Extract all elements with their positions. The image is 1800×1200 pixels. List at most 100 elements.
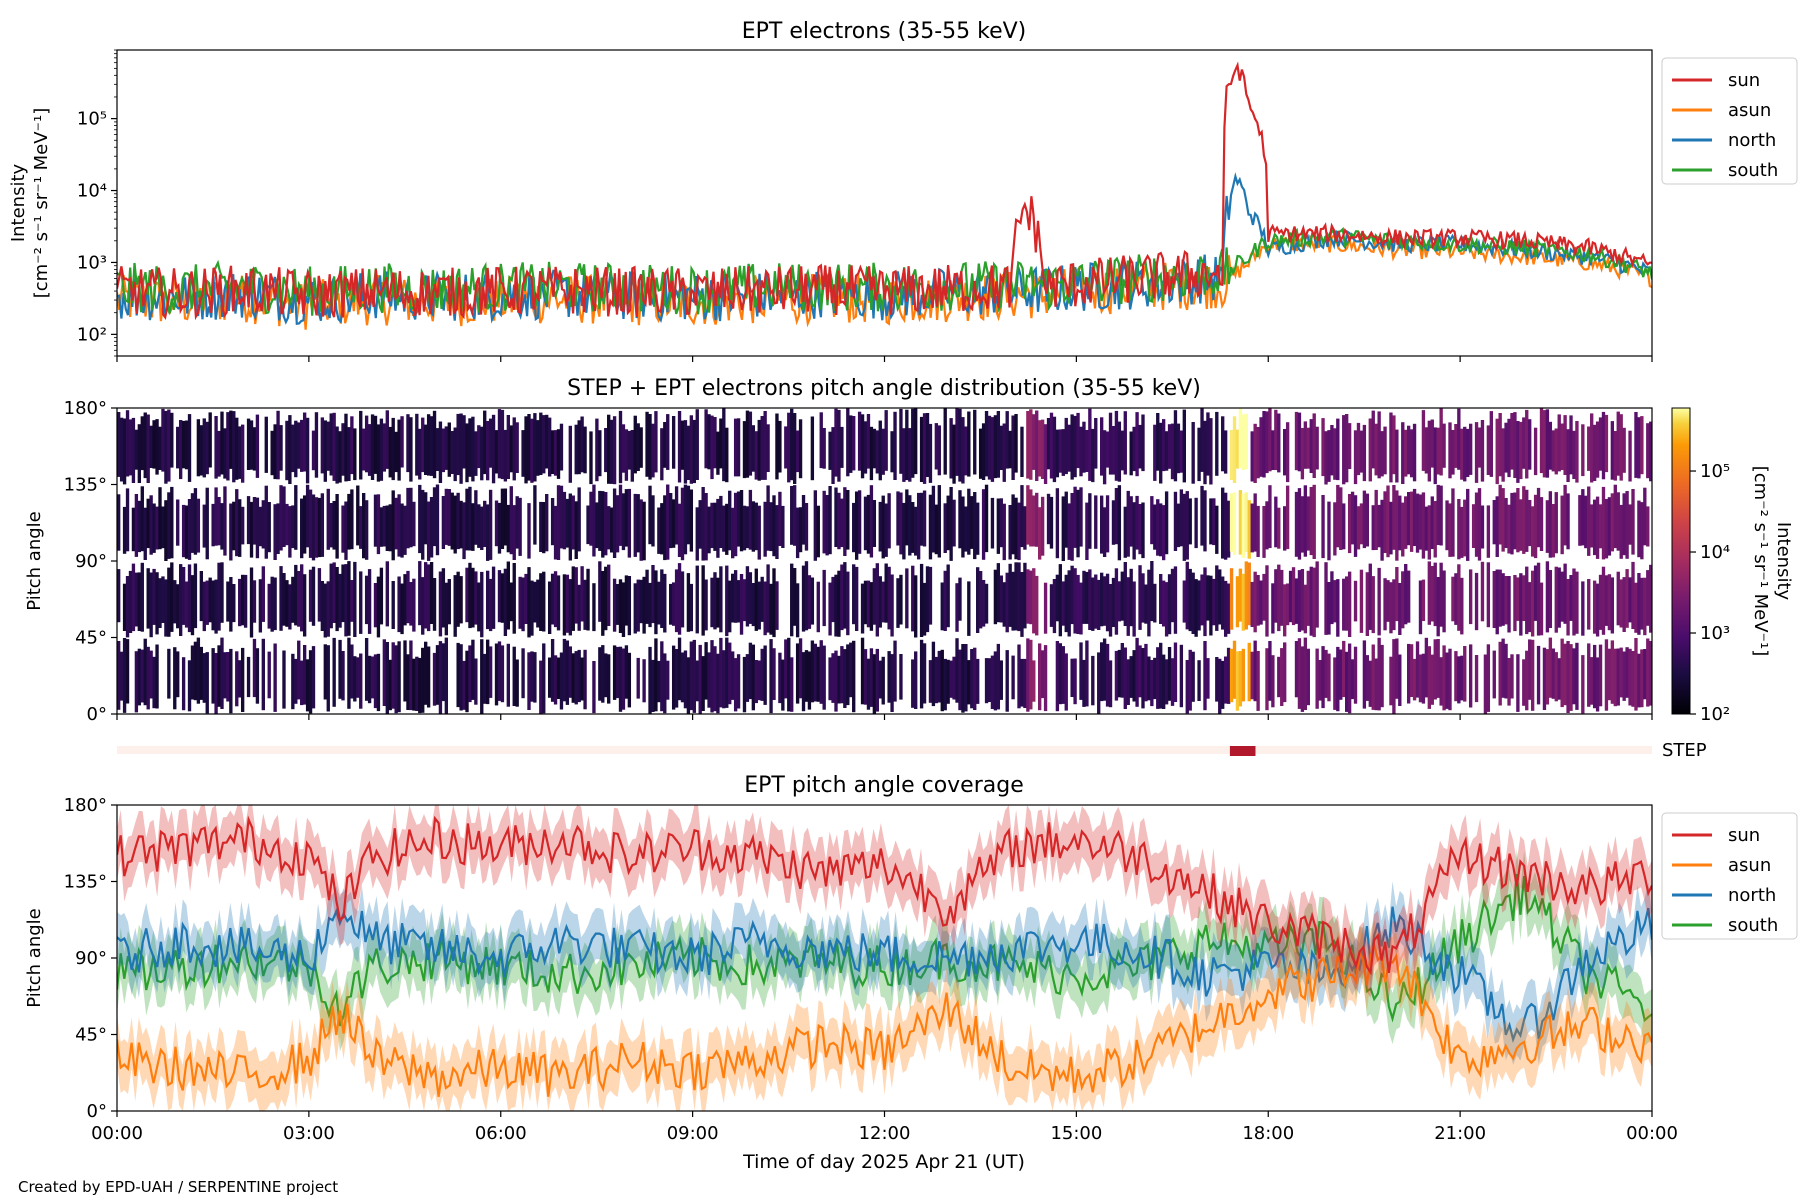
heatmap-cell — [1043, 582, 1048, 634]
heatmap-cell — [919, 416, 924, 482]
heatmap-cell — [229, 577, 233, 632]
heatmap-cell — [1628, 504, 1632, 545]
heatmap-cell — [506, 643, 510, 707]
heatmap-cell — [432, 410, 437, 479]
heatmap-cell — [1619, 647, 1623, 698]
heatmap-cell — [323, 644, 327, 700]
heatmap-cell — [229, 410, 233, 469]
heatmap-cell — [1141, 648, 1145, 709]
heatmap-cell — [1528, 639, 1532, 700]
heatmap-cell — [1350, 491, 1355, 545]
heatmap-cell — [760, 416, 764, 480]
heatmap-cell — [444, 488, 449, 545]
heatmap-cell — [869, 582, 874, 631]
heatmap-cell — [488, 578, 493, 632]
heatmap-cell — [140, 486, 144, 552]
heatmap-cell — [958, 649, 962, 711]
heatmap-cell — [403, 640, 407, 702]
heatmap-cell — [488, 646, 493, 698]
heatmap-cell — [645, 569, 649, 624]
heatmap-cell — [462, 660, 466, 710]
heatmap-cell — [1542, 410, 1547, 478]
heatmap-cell — [1099, 495, 1104, 554]
heatmap-cell — [1339, 487, 1343, 550]
heatmap-cell — [1265, 411, 1269, 474]
heatmap-cell — [1436, 639, 1440, 698]
heatmap-cell — [1607, 497, 1612, 556]
heatmap-cell — [1454, 573, 1458, 625]
heatmap-cell — [1327, 501, 1331, 561]
heatmap-cell — [978, 571, 983, 629]
heatmap-cell — [1294, 641, 1299, 698]
heatmap-cell — [288, 506, 292, 558]
heatmap-cell — [1185, 561, 1189, 630]
heatmap-cell — [1173, 642, 1178, 702]
heatmap-cell — [1203, 641, 1207, 711]
heatmap-cell — [119, 651, 124, 701]
heatmap-cell — [323, 420, 327, 482]
heatmap-cell — [1094, 574, 1098, 629]
heatmap-cell — [852, 640, 856, 713]
heatmap-cell — [356, 485, 360, 546]
heatmap-cell — [1011, 655, 1015, 700]
heatmap-cell — [834, 487, 838, 547]
heatmap-cell — [128, 419, 133, 476]
heatmap-cell — [524, 573, 528, 624]
heatmap-cell — [1383, 578, 1387, 631]
heatmap-cell — [663, 653, 667, 714]
heatmap-cell — [710, 415, 714, 480]
heatmap-cell — [273, 424, 277, 480]
heatmap-cell — [347, 493, 351, 550]
heatmap-cell — [857, 411, 862, 471]
heatmap-cell — [964, 426, 968, 476]
heatmap-cell — [477, 504, 481, 548]
heatmap-cell — [964, 644, 968, 712]
heatmap-cell — [128, 570, 133, 633]
heatmap-cell — [497, 641, 502, 701]
heatmap-cell — [615, 646, 620, 699]
heatmap-cell — [1038, 420, 1042, 477]
heatmap-cell — [462, 415, 466, 469]
heatmap-cell — [1554, 652, 1558, 702]
heatmap-cell — [480, 426, 484, 481]
heatmap-cell — [503, 568, 508, 636]
heatmap-cell — [627, 576, 632, 636]
heatmap-cell — [1581, 424, 1585, 477]
heatmap-cell — [987, 415, 992, 480]
heatmap-cell — [863, 649, 868, 705]
heatmap-cell — [152, 420, 156, 469]
heatmap-cell — [367, 424, 372, 476]
heatmap-cell — [291, 424, 295, 473]
heatmap-cell — [1052, 579, 1057, 634]
heatmap-cell — [373, 654, 378, 709]
heatmap-cell — [1347, 423, 1352, 469]
heatmap-cell — [1206, 658, 1210, 699]
heatmap-cell — [689, 415, 694, 484]
heatmap-cell — [736, 654, 741, 709]
heatmap-cell — [1132, 426, 1136, 472]
heatmap-cell — [1598, 574, 1603, 630]
heatmap-cell — [689, 489, 694, 552]
heatmap-cell — [692, 639, 696, 713]
heatmap-cell — [1415, 493, 1420, 553]
heatmap-cell — [539, 501, 543, 552]
heatmap-cell — [1590, 413, 1594, 483]
heatmap-cell — [1247, 500, 1251, 559]
heatmap-cell — [1120, 571, 1124, 621]
heatmap-cell — [1631, 651, 1635, 707]
heatmap-cell — [1604, 414, 1609, 473]
heatmap-cell — [341, 505, 345, 553]
heatmap-cell — [781, 659, 785, 711]
heatmap-cell — [229, 503, 233, 561]
heatmap-cell — [152, 503, 156, 553]
heatmap-cell — [1173, 566, 1178, 634]
heatmap-cell — [137, 500, 142, 553]
heatmap-cell — [636, 423, 640, 471]
heatmap-cell — [999, 425, 1003, 470]
heatmap-cell — [568, 579, 572, 636]
heatmap-cell — [500, 645, 505, 703]
heatmap-cell — [1226, 647, 1231, 704]
heatmap-cell — [1256, 575, 1260, 626]
heatmap-cell — [633, 415, 637, 474]
heatmap-cell — [539, 573, 543, 631]
